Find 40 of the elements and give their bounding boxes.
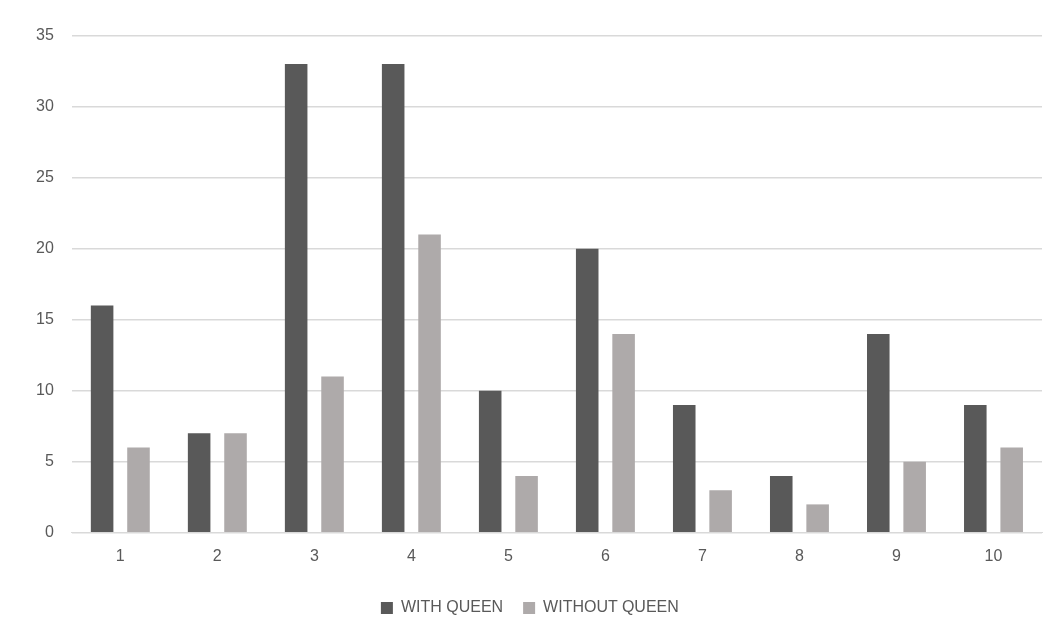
y-tick-label: 10: [36, 381, 54, 399]
y-tick-label: 25: [36, 168, 54, 186]
x-tick-label: 5: [503, 546, 513, 564]
y-tick-label: 30: [36, 97, 54, 115]
bar: [1000, 447, 1023, 533]
bar: [127, 447, 150, 533]
y-tick-label: 0: [44, 523, 54, 541]
x-tick-label: 10: [984, 546, 1003, 564]
bar: [515, 475, 538, 533]
bar: [867, 333, 890, 533]
bar: [321, 376, 344, 533]
x-tick-label: 1: [115, 546, 125, 564]
bar: [806, 504, 829, 533]
bar: [284, 64, 308, 533]
x-tick-label: 4: [406, 546, 416, 564]
bar: [478, 390, 502, 533]
bar: [418, 234, 441, 533]
y-tick-label: 35: [36, 26, 54, 44]
bar: [709, 490, 732, 533]
x-tick-label: 7: [697, 546, 707, 564]
bar: [381, 64, 405, 533]
legend-label: WITH QUEEN: [400, 598, 504, 616]
bar: [612, 333, 635, 533]
bar: [964, 404, 987, 533]
bar: [575, 248, 599, 533]
x-tick-label: 9: [892, 546, 902, 564]
x-tick-label: 8: [795, 546, 804, 564]
y-tick-label: 5: [44, 452, 54, 470]
x-tick-label: 6: [600, 546, 610, 564]
y-tick-label: 20: [36, 239, 54, 257]
bar: [672, 404, 696, 533]
x-tick-label: 3: [309, 546, 319, 564]
bar: [224, 433, 247, 533]
legend-label: WITHOUT QUEEN: [543, 598, 679, 616]
bar: [769, 475, 793, 533]
x-tick-label: 2: [212, 546, 222, 564]
y-tick-label: 15: [36, 310, 54, 328]
bar: [90, 305, 114, 533]
bar: [903, 461, 926, 533]
bar: [187, 433, 211, 533]
